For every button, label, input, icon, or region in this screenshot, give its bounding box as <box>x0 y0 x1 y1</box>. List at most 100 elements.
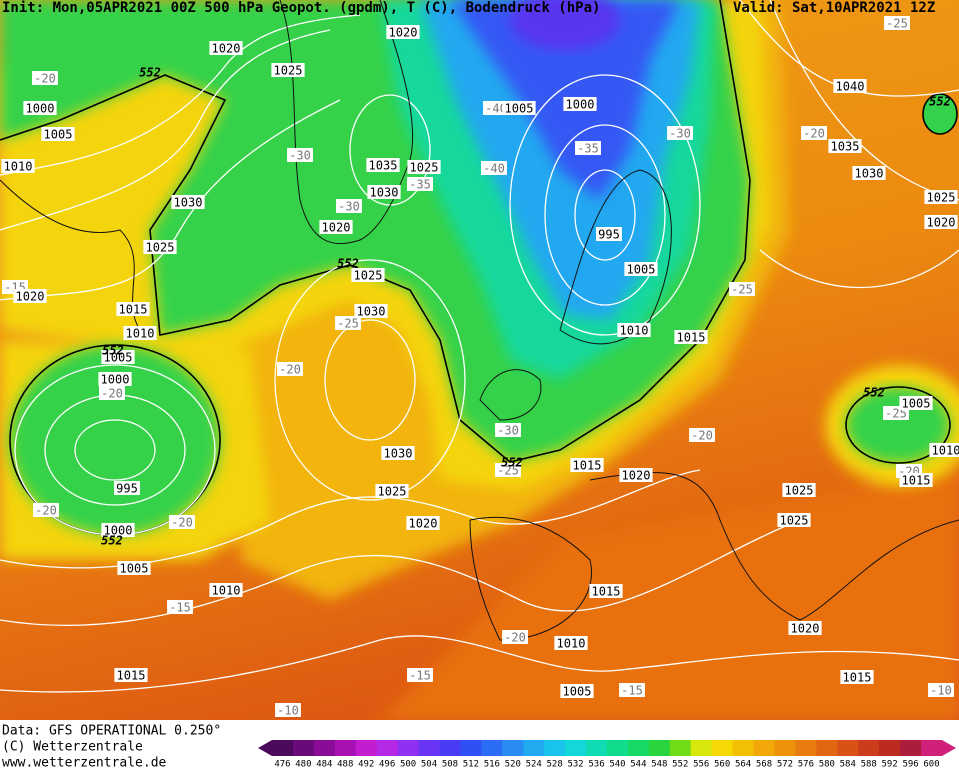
pressure-label-box <box>407 160 441 174</box>
colorbar-tick-label: 528 <box>547 760 563 770</box>
coastline <box>469 516 592 641</box>
pressure-label-box <box>114 668 148 682</box>
pressure-label: 1020 <box>322 221 351 235</box>
colorbar-tick-label: 508 <box>442 760 458 770</box>
pressure-label: 1005 <box>505 102 534 116</box>
colorbar-tick-label: 512 <box>463 760 479 770</box>
pressure-label-box <box>209 583 243 597</box>
colorbar-swatch <box>732 740 755 756</box>
pressure-label: 1005 <box>44 128 73 142</box>
pressure-label-box <box>788 621 822 635</box>
colorbar-swatch <box>397 740 420 756</box>
coastline <box>0 179 141 331</box>
pressure-label-box <box>98 372 132 386</box>
init-title: Init: Mon,05APR2021 00Z 500 hPa Geopot. … <box>2 0 600 16</box>
colorbar-tick-label: 496 <box>379 760 395 770</box>
pressure-label-box <box>13 289 47 303</box>
isobar <box>0 519 801 626</box>
pressure-label: 1020 <box>622 469 651 483</box>
pressure-label-box <box>899 473 933 487</box>
colorbar-swatch <box>648 740 671 756</box>
colorbar: 476 480 484 488 492 496 500 504 508 512 516 520 524 5… <box>258 740 956 770</box>
pressure-label-box <box>929 443 959 457</box>
temperature-label-box <box>407 668 433 682</box>
temperature-label: -20 <box>803 127 825 141</box>
valid-title: Valid: Sat,10APR2021 12Z <box>733 0 935 16</box>
pressure-label: 1005 <box>563 685 592 699</box>
temperature-label-box <box>667 126 693 140</box>
temperature-label-box <box>99 386 125 400</box>
temperature-label-box <box>689 428 715 442</box>
temperature-label: -15 <box>169 601 191 615</box>
colorbar-swatch <box>669 740 692 756</box>
temperature-label: -20 <box>171 516 193 530</box>
temperature-label-box <box>167 600 193 614</box>
colorbar-swatch <box>690 740 713 756</box>
colorbar-swatch <box>921 740 943 756</box>
coastline <box>589 471 959 621</box>
pressure-label: 1015 <box>117 669 146 683</box>
temperature-label: -20 <box>691 429 713 443</box>
pressure-label-box <box>777 513 811 527</box>
temperature-label-box <box>928 683 954 697</box>
pressure-label: 1010 <box>4 160 33 174</box>
temperature-label: -30 <box>338 200 360 214</box>
pressure-label-box <box>617 323 651 337</box>
pressure-label: 1020 <box>389 26 418 40</box>
pressure-label-box <box>924 215 958 229</box>
pressure-label: 1030 <box>855 167 884 181</box>
pressure-label: 1025 <box>927 191 956 205</box>
pressure-label-box <box>101 523 135 537</box>
coastline <box>559 169 672 345</box>
isobar <box>74 419 156 481</box>
temperature-label: -20 <box>279 363 301 377</box>
pressure-label-box <box>674 330 708 344</box>
pressure-label-box <box>351 268 385 282</box>
pressure-label: 1015 <box>573 459 602 473</box>
colorbar-swatch <box>858 740 880 756</box>
pressure-label-box <box>840 670 874 684</box>
colorbar-swatch <box>627 740 650 756</box>
pressure-label: 1035 <box>831 140 860 154</box>
temperature-label-box <box>729 282 755 296</box>
pressure-label: 1020 <box>791 622 820 636</box>
pressure-label-box <box>589 584 623 598</box>
colorbar-tick-label: 592 <box>882 760 898 770</box>
height-label: 552 <box>101 534 123 548</box>
colorbar-tick-label: 548 <box>651 760 667 770</box>
temperature-label: -20 <box>504 631 526 645</box>
coastline <box>279 0 414 245</box>
isobar <box>574 169 636 261</box>
temperature-label-box <box>277 362 303 376</box>
pressure-label: 1030 <box>174 196 203 210</box>
pressure-label: 995 <box>598 228 620 242</box>
pressure-label-box <box>171 195 205 209</box>
pressure-label-box <box>375 484 409 498</box>
colorbar-tick-label: 568 <box>756 760 772 770</box>
temperature-label-box <box>169 515 195 529</box>
pressure-label: 1015 <box>902 474 931 488</box>
pressure-label-box <box>114 481 140 495</box>
temperature-label-box <box>801 126 827 140</box>
pressure-label: 995 <box>116 482 138 496</box>
colorbar-tick-label: 516 <box>484 760 500 770</box>
colorbar-swatch <box>711 740 734 756</box>
pressure-label-box <box>41 127 75 141</box>
pressure-label: 1030 <box>370 186 399 200</box>
pressure-label: 1025 <box>410 161 439 175</box>
isobar <box>274 259 466 501</box>
pressure-label: 1000 <box>101 373 130 387</box>
temperature-label: -15 <box>409 669 431 683</box>
temperature-label: -35 <box>409 178 431 192</box>
temperature-label-box <box>407 177 433 191</box>
pressure-label-box <box>386 25 420 39</box>
temperature-label-box <box>275 703 301 717</box>
pressure-label: 1030 <box>357 305 386 319</box>
isobar <box>509 74 701 336</box>
pressure-label-box <box>271 63 305 77</box>
pressure-label-box <box>560 684 594 698</box>
temperature-label: -35 <box>577 142 599 156</box>
colorbar-tick-label: 540 <box>609 760 625 770</box>
pressure-label-box <box>852 166 886 180</box>
colorbar-swatch <box>753 740 775 756</box>
